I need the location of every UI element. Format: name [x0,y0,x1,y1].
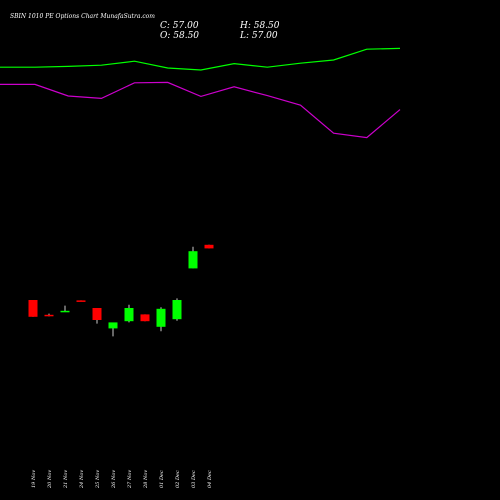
candle-body [156,308,166,327]
candle-body [60,310,70,313]
chart-title: SBIN 1010 PE Options Chart MunafaSutra.c… [10,13,155,20]
x-tick-label: 28 Nov [143,470,149,489]
candle-body [44,314,54,317]
x-tick-label: 26 Nov [111,470,117,489]
candle-body [76,300,86,302]
x-tick-label: 25 Nov [95,470,101,489]
candle-body [188,251,198,269]
candle-body [204,244,214,249]
candle-body [172,300,182,320]
low-label: L: 57.00 [239,31,278,41]
candles-layer [28,244,214,337]
x-tick-label: 20 Nov [47,470,53,489]
candle-body [124,308,134,322]
upper-band-line [0,47,401,71]
open-label: O: 58.50 [160,31,199,41]
candle-body [28,300,38,317]
x-tick-label: 03 Dec [191,470,197,488]
x-tick-label: 19 Nov [31,470,37,488]
x-tick-label: 24 Nov [79,470,85,489]
candle-body [92,308,102,320]
close-label: C: 57.00 [160,21,199,31]
x-tick-label: 02 Dec [175,470,181,488]
candle-body [140,314,150,322]
high-label: H: 58.50 [239,21,280,31]
x-tick-label: 21 Nov [63,470,69,489]
x-axis-labels: 19 Nov 20 Nov 21 Nov 24 Nov 25 Nov 26 Nov 27 N… [31,470,213,489]
candle-body [108,322,118,329]
x-tick-label: 27 Nov [127,470,133,489]
lower-band-line [0,81,401,139]
x-tick-label: 01 Dec [159,470,165,488]
bands-layer [0,47,401,139]
x-tick-label: 04 Dec [207,470,213,488]
